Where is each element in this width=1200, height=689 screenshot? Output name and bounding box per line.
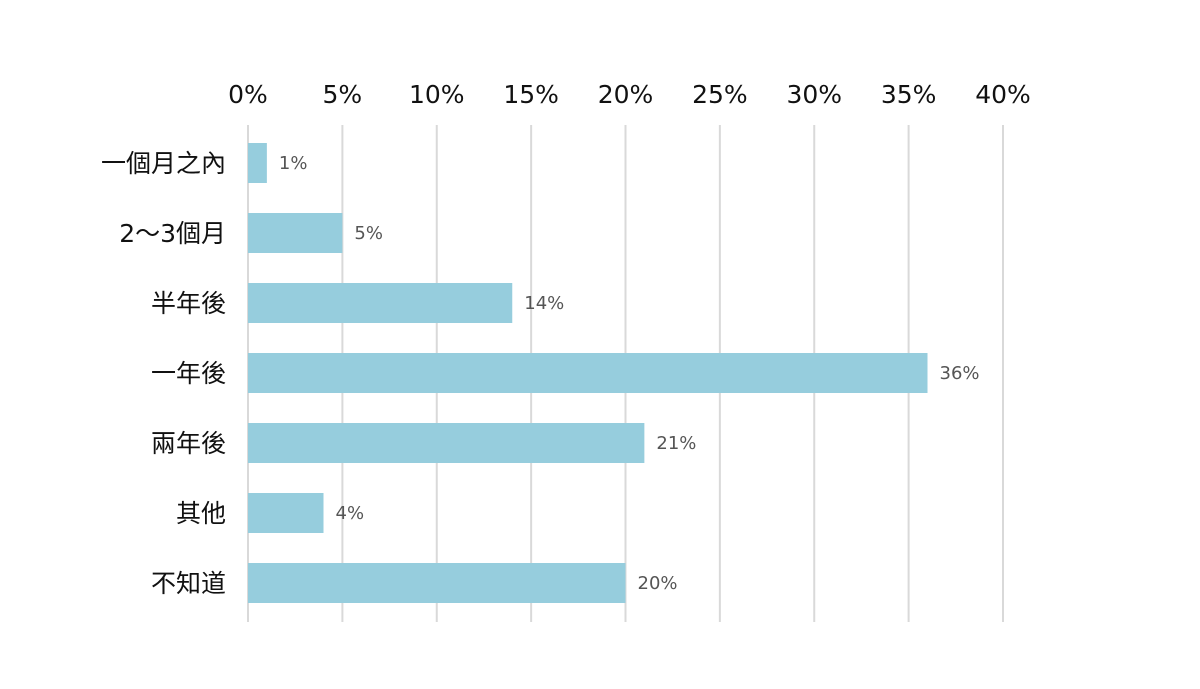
data-label: 1%	[279, 153, 308, 174]
bar	[248, 353, 928, 393]
data-label-layer: 1% 5% 14% 36% 21% 4% 20%	[279, 153, 980, 594]
bar	[248, 143, 267, 183]
x-tick-label: 5%	[323, 80, 363, 109]
category-label: 不知道	[151, 569, 226, 598]
x-tick-label: 25%	[692, 80, 748, 109]
data-label: 4%	[336, 503, 365, 524]
x-tick-label: 15%	[503, 80, 559, 109]
x-tick-label: 20%	[598, 80, 654, 109]
category-label: 2～3個月	[119, 219, 226, 248]
x-tick-label: 40%	[975, 80, 1031, 109]
data-label: 36%	[940, 363, 980, 384]
category-label: 其他	[176, 499, 226, 528]
x-tick-label: 10%	[409, 80, 465, 109]
category-label: 兩年後	[151, 429, 226, 458]
category-label: 一年後	[151, 359, 226, 388]
bar-layer	[248, 143, 928, 603]
x-tick-label: 30%	[786, 80, 842, 109]
x-tick-label: 35%	[881, 80, 937, 109]
category-label: 半年後	[151, 289, 226, 318]
data-label: 21%	[656, 433, 696, 454]
category-label: 一個月之內	[101, 149, 226, 178]
data-label: 20%	[638, 573, 678, 594]
bar	[248, 213, 343, 253]
x-tick-layer: 0% 5% 10% 15% 20% 25% 30% 35% 40%	[228, 80, 1031, 109]
data-label: 5%	[354, 223, 383, 244]
x-tick-label: 0%	[228, 80, 268, 109]
bar	[248, 283, 513, 323]
bar	[248, 423, 645, 463]
bar	[248, 563, 626, 603]
bar	[248, 493, 324, 533]
data-label: 14%	[524, 293, 564, 314]
